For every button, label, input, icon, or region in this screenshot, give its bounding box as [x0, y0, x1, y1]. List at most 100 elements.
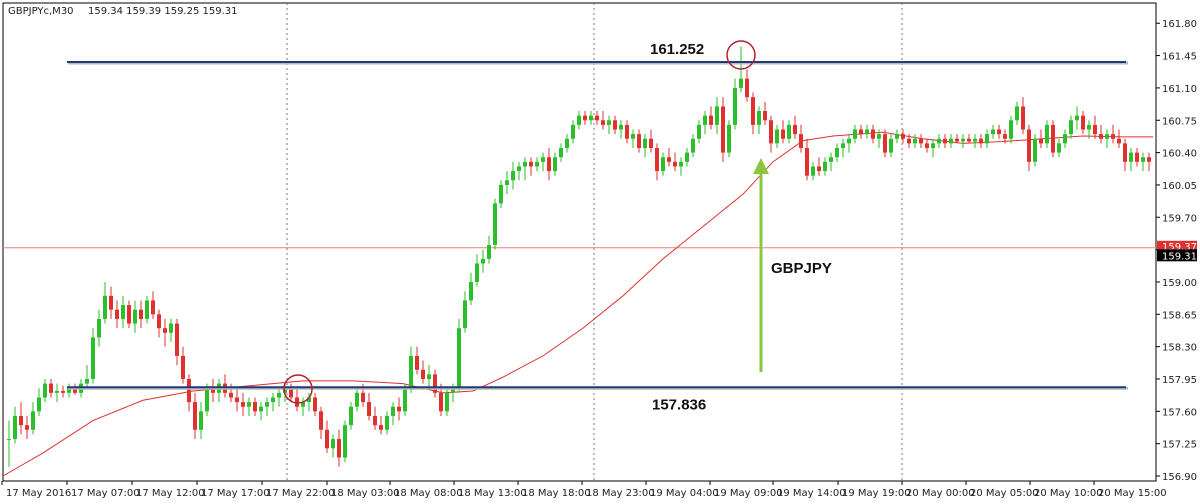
plot-area [2, 2, 1157, 482]
candle [1033, 134, 1037, 167]
candle [1075, 106, 1079, 130]
candle [727, 120, 731, 158]
candle [469, 272, 473, 306]
candle [1123, 138, 1127, 172]
candle [415, 346, 419, 375]
candle [409, 346, 413, 393]
x-tick-label: 17 May 17:00 [201, 488, 270, 499]
candle [499, 180, 503, 209]
candle [1147, 152, 1151, 172]
candle [1021, 97, 1025, 135]
candle [541, 152, 545, 172]
candle [97, 309, 101, 347]
x-tick-label: 18 May 03:00 [331, 488, 400, 499]
x-tick-label: 17 May 22:00 [266, 488, 335, 499]
candle [895, 129, 899, 144]
x-tick-label: 19 May 09:00 [714, 488, 783, 499]
candle [883, 129, 887, 158]
candle [475, 254, 479, 287]
candle [157, 309, 161, 338]
candle [49, 378, 53, 398]
red-level-tag [1157, 240, 1197, 252]
chart-header-ohlc: 159.34 159.39 159.25 159.31 [88, 6, 238, 17]
candle [19, 402, 23, 435]
candle [553, 152, 557, 176]
candle [367, 392, 371, 421]
candle [733, 78, 737, 130]
candle [835, 143, 839, 162]
candle [709, 106, 713, 130]
candle [133, 300, 137, 333]
candle [481, 249, 485, 273]
x-tick-label: 20 May 00:00 [906, 488, 975, 499]
candle [1129, 147, 1133, 172]
candle [1003, 129, 1007, 144]
candle [325, 420, 329, 453]
candle [175, 318, 179, 366]
candle [1063, 129, 1067, 148]
candle [265, 397, 269, 416]
candle [31, 402, 35, 435]
chart-header-symbol: GBPJPYc,M30 [8, 6, 74, 17]
candle [457, 318, 461, 393]
y-tick-label: 161.80 [1162, 19, 1197, 30]
candle [973, 134, 977, 148]
level-lines [67, 61, 1128, 390]
candle [523, 157, 527, 181]
candle [943, 134, 947, 148]
red-level-tag-label: 159.37 [1162, 242, 1197, 253]
candle [1105, 129, 1109, 148]
candle [997, 124, 1001, 139]
candle [877, 129, 881, 148]
candle [571, 120, 575, 144]
x-tick-label: 20 May 10:00 [1034, 488, 1103, 499]
candle [955, 134, 959, 144]
support-label: 157.836 [652, 396, 706, 413]
candle [313, 392, 317, 416]
candle [715, 97, 719, 135]
candle [589, 111, 593, 125]
candle [319, 406, 323, 440]
candle [925, 138, 929, 153]
candle [259, 402, 263, 421]
candle [931, 138, 935, 158]
candle [151, 291, 155, 319]
candle [787, 120, 791, 144]
y-tick-label: 158.65 [1162, 310, 1197, 321]
candle [373, 406, 377, 430]
up-arrow-head [753, 158, 769, 174]
candle [1069, 115, 1073, 139]
candle [343, 420, 347, 463]
candle [721, 97, 725, 162]
candle [961, 134, 965, 148]
candle [1135, 147, 1139, 167]
candle [775, 124, 779, 148]
candle [1027, 124, 1031, 172]
candle [253, 397, 257, 416]
y-tick-label: 161.10 [1162, 84, 1197, 95]
candle [247, 397, 251, 416]
y-tick-label: 160.75 [1162, 116, 1197, 127]
candle [673, 152, 677, 172]
x-tick-label: 17 May 2016 [6, 488, 71, 499]
candle [631, 129, 635, 148]
candle [115, 300, 119, 329]
x-tick-label: 18 May 13:00 [458, 488, 527, 499]
candle [913, 134, 917, 148]
support-circle [283, 374, 313, 404]
annotations: 161.252 157.836 GBPJPY [283, 40, 832, 413]
candle [169, 318, 173, 343]
x-tick-label: 18 May 08:00 [394, 488, 463, 499]
candle [661, 152, 665, 176]
candle [823, 157, 827, 176]
candle [139, 300, 143, 329]
y-tick-label: 159.70 [1162, 213, 1197, 224]
candle [85, 365, 89, 389]
candle [937, 134, 941, 148]
candle [583, 111, 587, 125]
candle [565, 134, 569, 153]
candle [385, 411, 389, 435]
candle [181, 346, 185, 384]
